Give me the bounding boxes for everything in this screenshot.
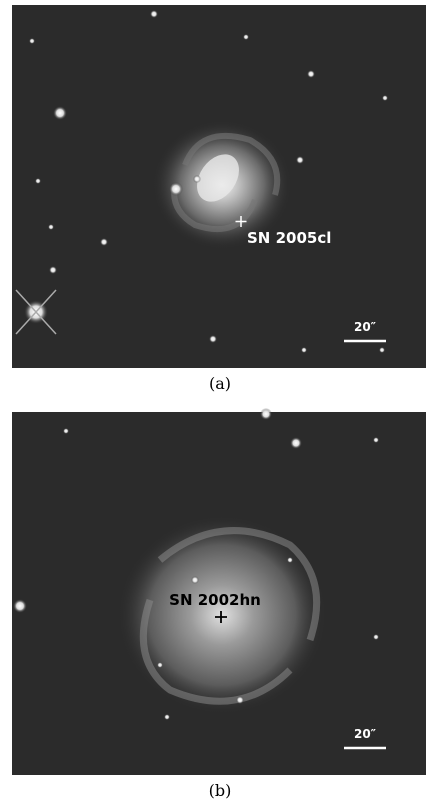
star — [260, 408, 272, 420]
star — [236, 696, 244, 704]
star — [29, 38, 35, 44]
figure: SN 2005cl 20″ (a) SN 2002hn 20″ (b) — [0, 0, 440, 802]
page: SN 2005cl 20″ (a) SN 2002hn 20″ (b) (() … — [0, 0, 440, 802]
star — [373, 437, 379, 443]
star — [150, 10, 158, 18]
star — [243, 34, 249, 40]
scale-label: 20″ — [354, 727, 377, 741]
star — [49, 266, 57, 274]
star — [193, 175, 201, 183]
star — [301, 347, 307, 353]
star — [191, 576, 199, 584]
star — [169, 182, 183, 196]
star — [157, 662, 163, 668]
star — [100, 238, 108, 246]
panel-b: SN 2002hn 20″ — [12, 408, 426, 775]
star — [307, 70, 315, 78]
star — [164, 714, 170, 720]
star — [290, 437, 302, 449]
sn-label: SN 2002hn — [169, 591, 261, 609]
star — [35, 178, 41, 184]
star — [382, 95, 388, 101]
sn-label: SN 2005cl — [247, 229, 331, 247]
panel-caption: (a) — [209, 374, 231, 393]
star — [48, 224, 54, 230]
panel-caption: (b) — [209, 781, 232, 800]
star — [13, 599, 27, 613]
star — [379, 347, 385, 353]
star — [373, 634, 379, 640]
panel-a: SN 2005cl 20″ — [12, 5, 426, 368]
star — [296, 156, 304, 164]
star — [287, 557, 293, 563]
scale-label: 20″ — [354, 320, 377, 334]
star — [63, 428, 69, 434]
star — [53, 106, 67, 120]
star — [209, 335, 217, 343]
